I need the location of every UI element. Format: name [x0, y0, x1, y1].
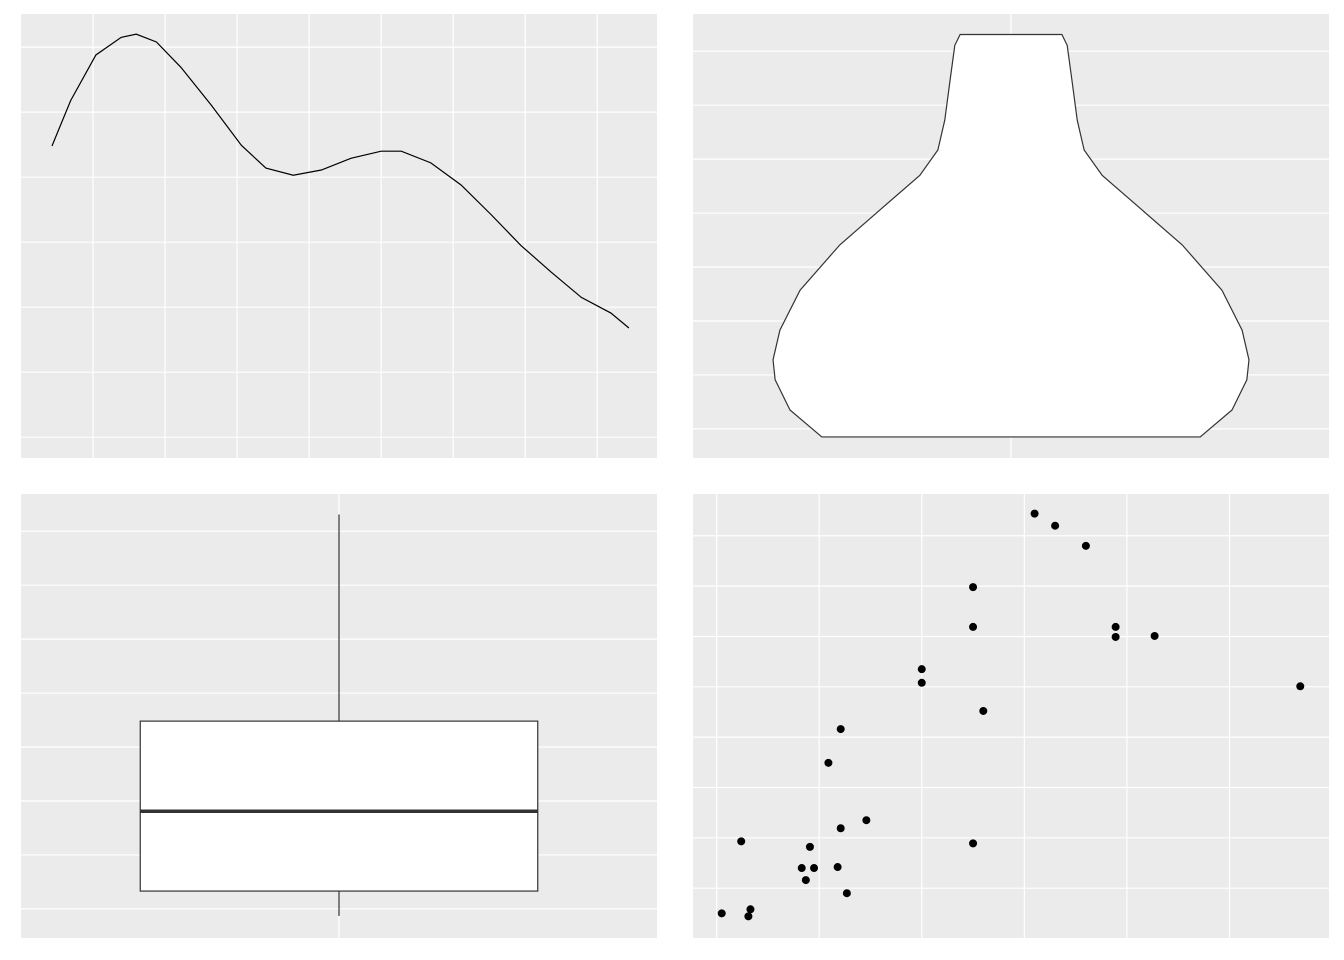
- point: [717, 909, 726, 918]
- point: [833, 863, 842, 872]
- point: [797, 864, 806, 873]
- point: [979, 706, 988, 715]
- panel-background: [21, 14, 657, 458]
- point: [1030, 509, 1039, 518]
- point: [1150, 631, 1159, 640]
- point: [917, 665, 926, 674]
- line: [51, 33, 630, 329]
- panel: [21, 14, 657, 458]
- violin: [772, 33, 1250, 438]
- panel: [693, 494, 1329, 938]
- point: [744, 912, 753, 921]
- point: [1296, 682, 1305, 691]
- point: [862, 816, 871, 825]
- panel: [21, 494, 657, 938]
- point: [842, 889, 851, 898]
- point: [1051, 521, 1060, 530]
- point: [836, 725, 845, 734]
- point: [805, 842, 814, 851]
- point: [824, 758, 833, 767]
- point: [917, 678, 926, 687]
- panel-background: [693, 494, 1329, 938]
- point: [1111, 622, 1120, 631]
- point: [969, 583, 978, 592]
- point: [737, 837, 746, 846]
- point: [1111, 632, 1120, 641]
- point: [836, 824, 845, 833]
- point: [746, 905, 755, 914]
- point: [801, 876, 810, 885]
- point: [969, 622, 978, 631]
- point: [969, 839, 978, 848]
- box: [139, 720, 539, 892]
- point: [810, 864, 819, 873]
- panel: [693, 14, 1329, 458]
- point: [1081, 541, 1090, 550]
